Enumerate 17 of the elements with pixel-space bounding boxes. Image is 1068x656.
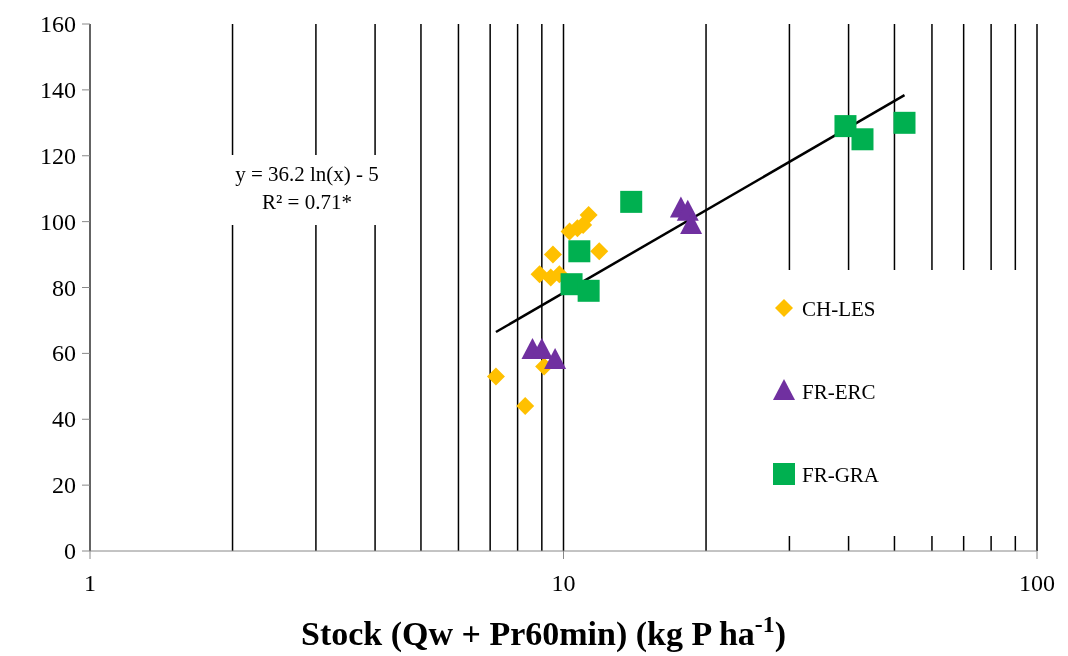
legend-label: FR-GRA bbox=[802, 463, 880, 487]
x-tick-label: 10 bbox=[551, 570, 576, 596]
y-tick-label: 60 bbox=[52, 340, 76, 367]
y-tick-label: 20 bbox=[52, 472, 76, 499]
legend-label: CH-LES bbox=[802, 297, 876, 321]
y-tick-label: 160 bbox=[40, 11, 76, 37]
y-tick-label: 0 bbox=[64, 538, 76, 564]
y-tick-label: 120 bbox=[40, 142, 76, 169]
x-tick-label: 100 bbox=[1019, 570, 1055, 596]
y-tick-label: 80 bbox=[52, 274, 76, 301]
legend-label: FR-ERC bbox=[802, 380, 876, 404]
x-axis-title: Stock (Qw + Pr60min) (kg P ha$^{-1}$) bbox=[301, 611, 786, 653]
y-tick-label: 40 bbox=[52, 406, 76, 433]
annotation: y = 36.2 ln(x) - 5 R² = 0.71* bbox=[235, 162, 379, 214]
x-tick-label: 1 bbox=[84, 570, 96, 596]
y-tick-label: 100 bbox=[40, 208, 76, 235]
y-tick-label: 140 bbox=[40, 76, 76, 103]
